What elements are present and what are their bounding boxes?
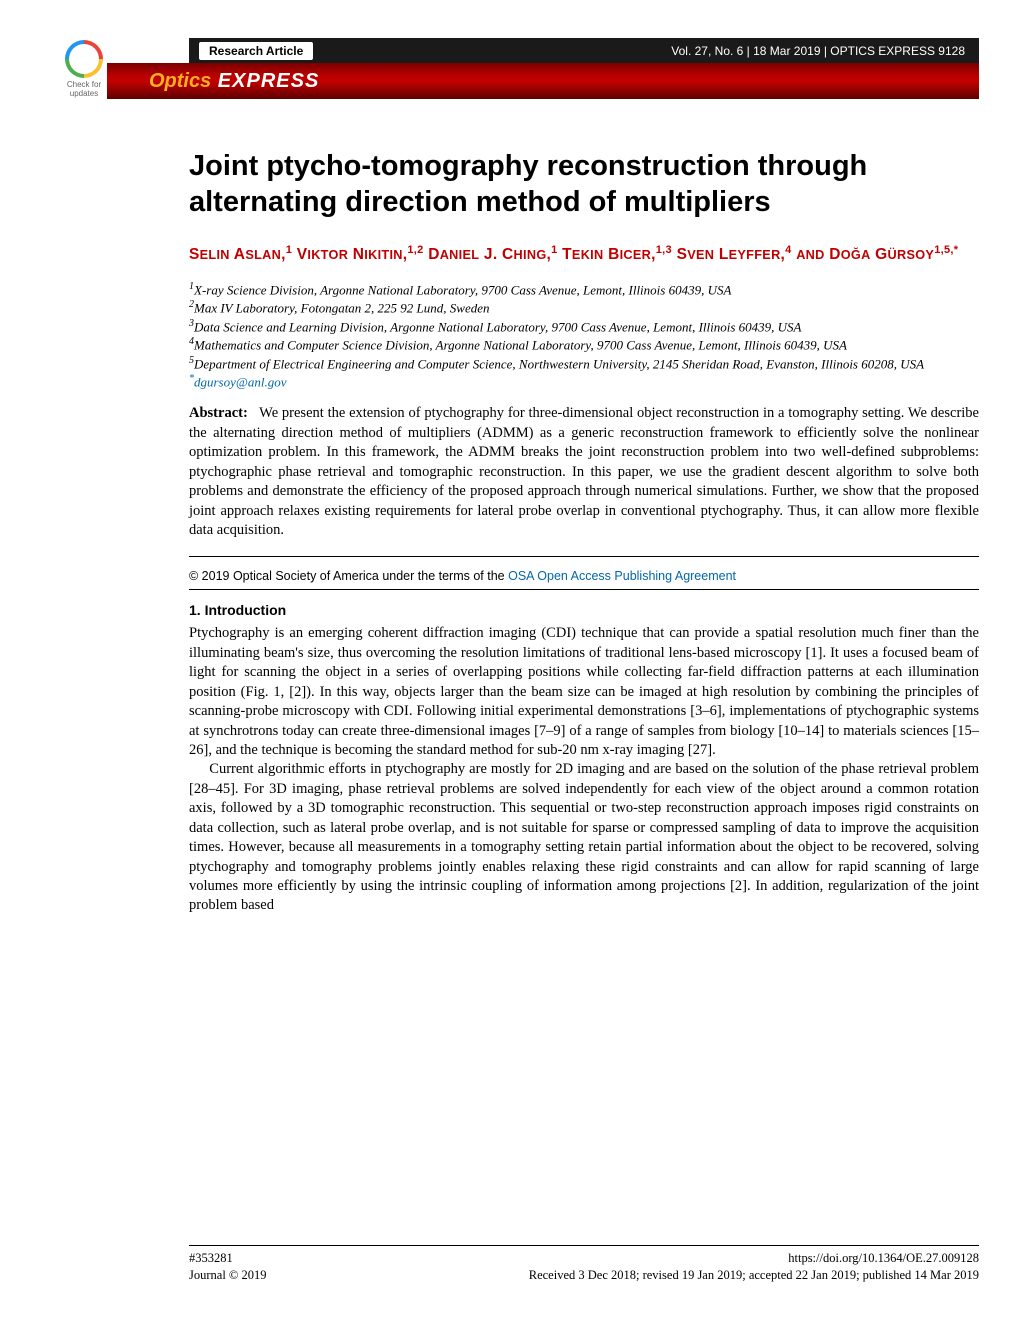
journal-copyright: Journal © 2019: [189, 1267, 267, 1284]
header-bar: Research Article Vol. 27, No. 6 | 18 Mar…: [189, 38, 979, 63]
abstract: Abstract: We present the extension of pt…: [189, 404, 979, 540]
doi-link[interactable]: https://doi.org/10.1364/OE.27.009128: [788, 1250, 979, 1267]
page-footer: #353281 https://doi.org/10.1364/OE.27.00…: [189, 1245, 979, 1284]
divider: [189, 589, 979, 590]
journal-logo: Optics EXPRESS: [149, 70, 319, 93]
footer-divider: [189, 1245, 979, 1246]
copyright-line: © 2019 Optical Society of America under …: [189, 569, 979, 583]
corresponding-email[interactable]: *dgursoy@anl.gov: [189, 372, 979, 390]
article-content: Joint ptycho-tomography reconstruction t…: [189, 148, 979, 916]
affiliation-4: 4Mathematics and Computer Science Divisi…: [189, 335, 979, 353]
divider: [189, 556, 979, 557]
affiliations: 1X-ray Science Division, Argonne Nationa…: [189, 280, 979, 391]
article-id: #353281: [189, 1250, 233, 1267]
affiliation-5: 5Department of Electrical Engineering an…: [189, 354, 979, 372]
paragraph-2: Current algorithmic efforts in ptychogra…: [189, 760, 979, 915]
affiliation-2: 2Max IV Laboratory, Fotongatan 2, 225 92…: [189, 298, 979, 316]
publication-dates: Received 3 Dec 2018; revised 19 Jan 2019…: [529, 1267, 979, 1284]
abstract-text: We present the extension of ptychography…: [189, 405, 979, 538]
osa-agreement-link[interactable]: OSA Open Access Publishing Agreement: [508, 569, 736, 583]
affiliation-1: 1X-ray Science Division, Argonne Nationa…: [189, 280, 979, 298]
journal-banner: Optics EXPRESS: [107, 63, 979, 99]
body-text: Ptychography is an emerging coherent dif…: [189, 624, 979, 915]
crossmark-icon: [65, 40, 103, 78]
paragraph-1: Ptychography is an emerging coherent dif…: [189, 624, 979, 760]
abstract-label: Abstract:: [189, 405, 248, 421]
article-title: Joint ptycho-tomography reconstruction t…: [189, 148, 979, 221]
header-meta: Vol. 27, No. 6 | 18 Mar 2019 | OPTICS EX…: [671, 44, 965, 58]
crossmark-badge[interactable]: Check forupdates: [60, 38, 108, 110]
crossmark-label: Check forupdates: [67, 81, 101, 99]
affiliation-3: 3Data Science and Learning Division, Arg…: [189, 317, 979, 335]
article-type-badge: Research Article: [199, 42, 313, 60]
author-list: SELIN ASLAN,1 VIKTOR NIKITIN,1,2 DANIEL …: [189, 243, 979, 266]
section-1-heading: 1. Introduction: [189, 602, 979, 618]
